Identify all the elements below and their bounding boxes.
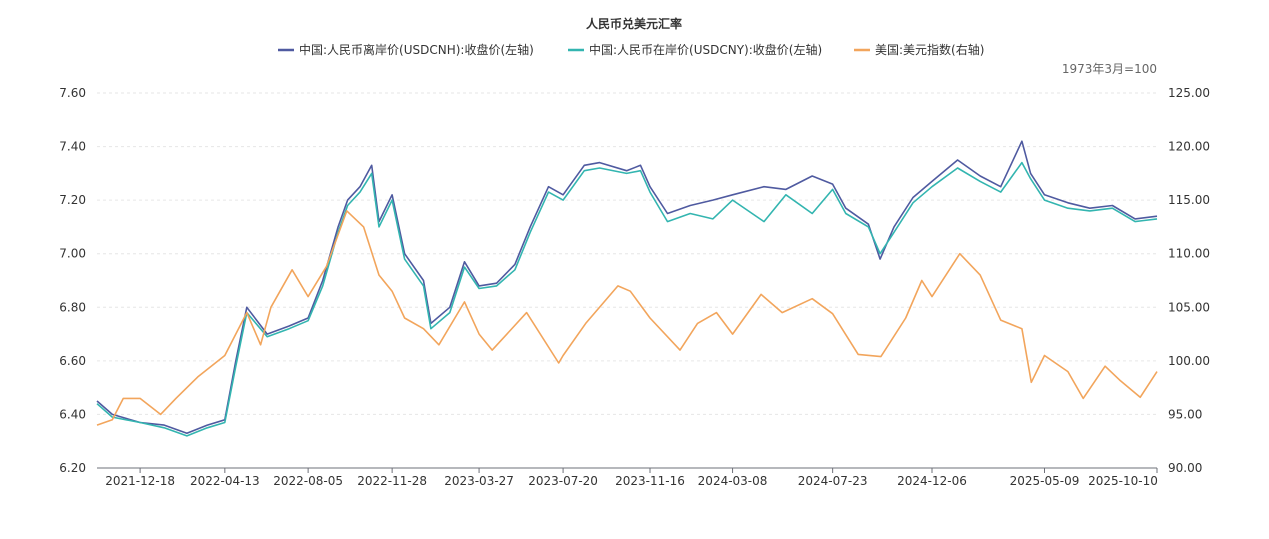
right-tick-label: 120.00 (1168, 140, 1210, 154)
right-axis-base-note: 1973年3月=100 (1062, 62, 1157, 76)
legend-item[interactable]: 中国:人民币在岸价(USDCNY):收盘价(左轴) (568, 42, 822, 57)
series-line-1 (96, 140, 1158, 434)
legend-label: 中国:人民币离岸价(USDCNH):收盘价(左轴) (299, 42, 534, 57)
right-tick-label: 100.00 (1168, 354, 1210, 368)
left-axis: 6.20 6.40 6.60 6.80 7.00 7.20 7.40 7.60 (59, 86, 86, 475)
right-tick-label: 95.00 (1168, 407, 1202, 421)
right-tick-label: 125.00 (1168, 86, 1210, 100)
right-tick-label: 105.00 (1168, 300, 1210, 314)
x-tick-label: 2022-11-28 (357, 474, 427, 488)
legend-item[interactable]: 美国:美元指数(右轴) (854, 42, 984, 57)
right-tick-label: 110.00 (1168, 247, 1210, 261)
gridlines (97, 92, 1157, 415)
x-tick-label: 2023-03-27 (444, 474, 514, 488)
x-tick-label: 2021-12-18 (105, 474, 175, 488)
chart-title: 人民币兑美元汇率 (586, 16, 682, 31)
left-tick-label: 7.60 (59, 86, 86, 100)
legend-label: 美国:美元指数(右轴) (875, 42, 984, 57)
right-axis: 90.00 95.00 100.00 105.00 110.00 115.00 120.00… (1168, 86, 1210, 475)
series-line-3 (96, 210, 1158, 426)
x-tick-label: 2024-07-23 (798, 474, 868, 488)
x-tick-label: 2025-10-10 (1088, 474, 1158, 488)
left-tick-label: 7.20 (59, 193, 86, 207)
left-tick-label: 6.60 (59, 354, 86, 368)
left-tick-label: 7.00 (59, 247, 86, 261)
x-tick-label: 2022-04-13 (190, 474, 260, 488)
x-axis: 2021-12-18 2022-04-13 2022-08-05 2022-11-28… (97, 467, 1158, 488)
x-tick-label: 2025-05-09 (1010, 474, 1080, 488)
x-tick-label: 2023-07-20 (528, 474, 598, 488)
series-group (96, 140, 1158, 437)
x-tick-label: 2024-03-08 (698, 474, 768, 488)
left-tick-label: 6.20 (59, 461, 86, 475)
legend-label: 中国:人民币在岸价(USDCNY):收盘价(左轴) (589, 42, 822, 57)
series-line-2 (96, 161, 1158, 437)
legend: 中国:人民币离岸价(USDCNH):收盘价(左轴) 中国:人民币在岸价(USDCN… (278, 42, 984, 57)
x-tick-label: 2024-12-06 (897, 474, 967, 488)
left-tick-label: 6.40 (59, 407, 86, 421)
x-tick-label: 2023-11-16 (615, 474, 685, 488)
x-tick-label: 2022-08-05 (273, 474, 343, 488)
left-tick-label: 6.80 (59, 300, 86, 314)
right-tick-label: 115.00 (1168, 193, 1210, 207)
legend-item[interactable]: 中国:人民币离岸价(USDCNH):收盘价(左轴) (278, 42, 534, 57)
left-tick-label: 7.40 (59, 140, 86, 154)
right-tick-label: 90.00 (1168, 461, 1202, 475)
